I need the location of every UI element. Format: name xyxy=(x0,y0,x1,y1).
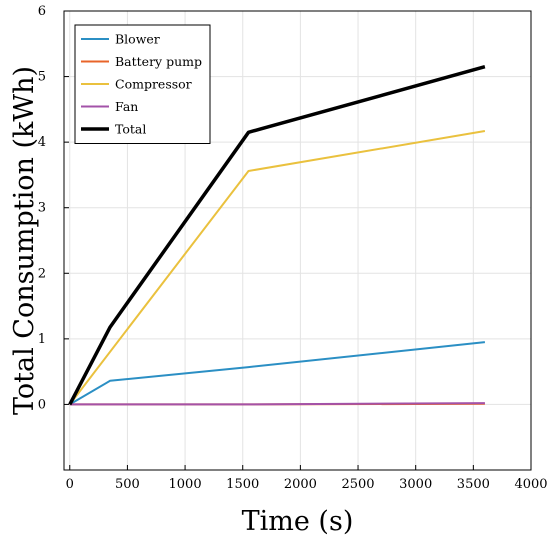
series-line-total xyxy=(68,65,486,406)
y-axis-ticks: 0 1 2 3 4 5 6 xyxy=(38,4,69,412)
series-lines xyxy=(68,65,486,406)
y-tick-label: 1 xyxy=(38,332,46,347)
series-line-compressor xyxy=(69,130,486,406)
y-tick-label: 5 xyxy=(38,70,46,85)
y-tick-label: 2 xyxy=(38,266,46,281)
x-tick-label: 2000 xyxy=(284,477,317,492)
y-tick-label: 6 xyxy=(38,4,46,19)
x-tick-label: 1500 xyxy=(226,477,259,492)
y-axis-label: Total Consumption (kWh) xyxy=(9,66,40,415)
legend-label: Battery pump xyxy=(115,54,202,69)
x-tick-label: 4000 xyxy=(514,477,547,492)
grid xyxy=(64,10,532,470)
legend-label: Compressor xyxy=(115,77,192,92)
legend-label: Total xyxy=(115,122,146,137)
y-tick-label: 4 xyxy=(38,135,46,150)
x-axis-ticks: 0 500 1000 1500 2000 2500 3000 3500 4000 xyxy=(66,465,548,492)
x-tick-label: 3000 xyxy=(399,477,432,492)
x-tick-label: 2500 xyxy=(341,477,374,492)
x-tick-label: 3500 xyxy=(457,477,490,492)
legend: Blower Battery pump Compressor Fan Total xyxy=(74,24,211,144)
y-tick-label: 3 xyxy=(38,201,46,216)
x-tick-label: 0 xyxy=(66,477,74,492)
x-tick-label: 1000 xyxy=(169,477,202,492)
x-tick-label: 500 xyxy=(115,477,140,492)
x-axis-label: Time (s) xyxy=(242,506,354,537)
legend-label: Fan xyxy=(115,99,138,114)
y-tick-label: 0 xyxy=(38,397,46,412)
legend-label: Blower xyxy=(115,32,160,47)
series-line-blower xyxy=(69,341,486,406)
series-line-fan xyxy=(69,402,485,406)
plot-area-frame xyxy=(63,10,532,471)
